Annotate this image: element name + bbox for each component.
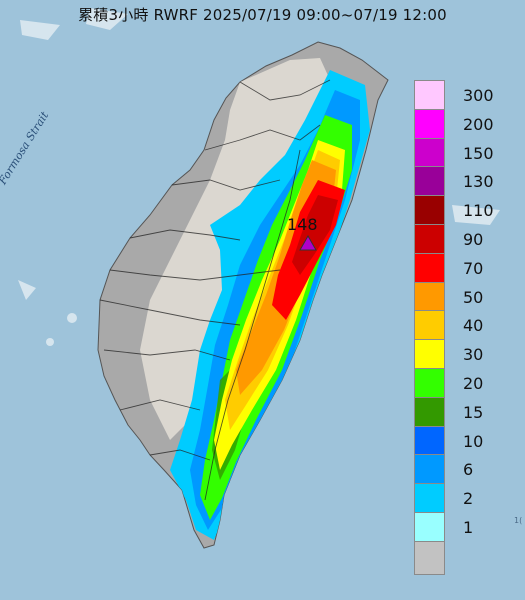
legend-label: 300 [463, 86, 494, 105]
offshore-islets [18, 8, 500, 346]
legend-swatch [414, 80, 445, 114]
legend-swatch [414, 310, 445, 345]
map-title: 累積3小時 RWRF 2025/07/19 09:00~07/19 12:00 [78, 6, 447, 24]
legend-label: 40 [463, 316, 484, 336]
legend-label: 50 [463, 287, 484, 307]
peak-marker-icon [299, 234, 317, 251]
legend-label: 200 [463, 114, 494, 134]
legend-swatch [414, 396, 445, 431]
legend-label: 2 [463, 489, 474, 509]
legend-label: 130 [463, 172, 494, 192]
legend-swatch [414, 252, 445, 287]
rain-band-darkred [292, 195, 338, 275]
legend-label: 20 [463, 374, 484, 393]
legend-label: 15 [463, 402, 484, 422]
legend-swatch [414, 224, 445, 258]
peak-value-label: 148 [287, 215, 318, 234]
legend-swatch [414, 137, 445, 172]
legend-label: 70 [463, 258, 484, 278]
legend-swatch [414, 454, 445, 489]
legend-swatch [414, 281, 445, 316]
rainfall-legend: 300 200 150 130 110 90 70 50 40 30 20 15 10 6 2 1 [414, 80, 524, 575]
legend-swatch [414, 540, 445, 575]
legend-swatch [414, 483, 445, 518]
legend-label: 110 [463, 201, 494, 221]
corner-label: 1( [514, 516, 523, 525]
legend-swatch [414, 166, 445, 201]
legend-label: 6 [463, 460, 474, 480]
legend-label: 90 [463, 230, 484, 249]
legend-label: 10 [463, 431, 484, 451]
county-lines [99, 79, 331, 501]
legend-label: 150 [463, 143, 494, 163]
legend-label: 1 [463, 518, 474, 537]
legend-swatch [414, 512, 445, 546]
legend-label: 30 [463, 345, 484, 365]
